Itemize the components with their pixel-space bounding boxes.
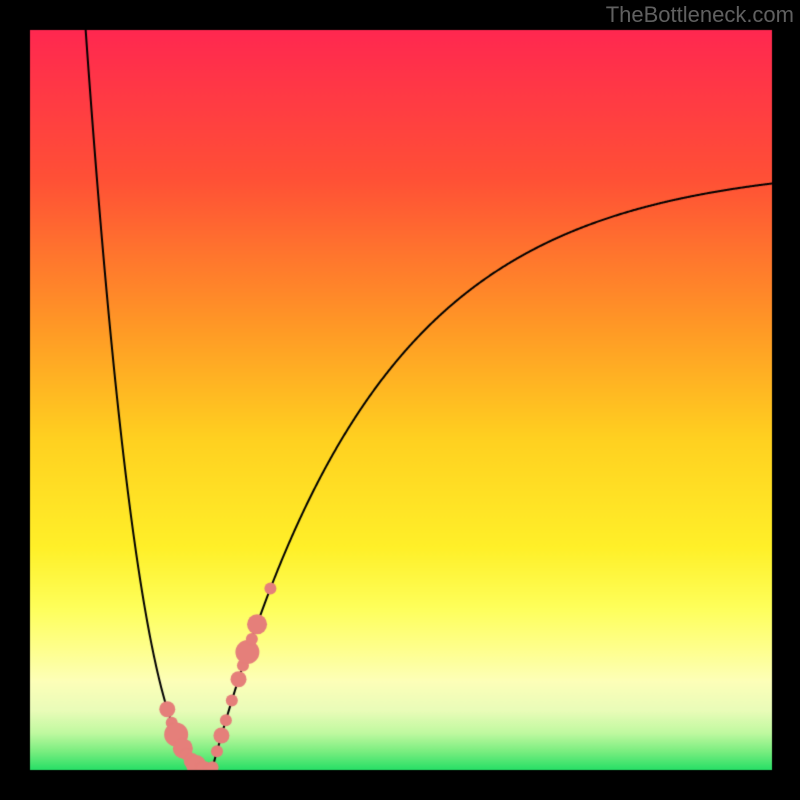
watermark-text: TheBottleneck.com <box>606 2 794 28</box>
bottleneck-chart <box>0 0 800 800</box>
